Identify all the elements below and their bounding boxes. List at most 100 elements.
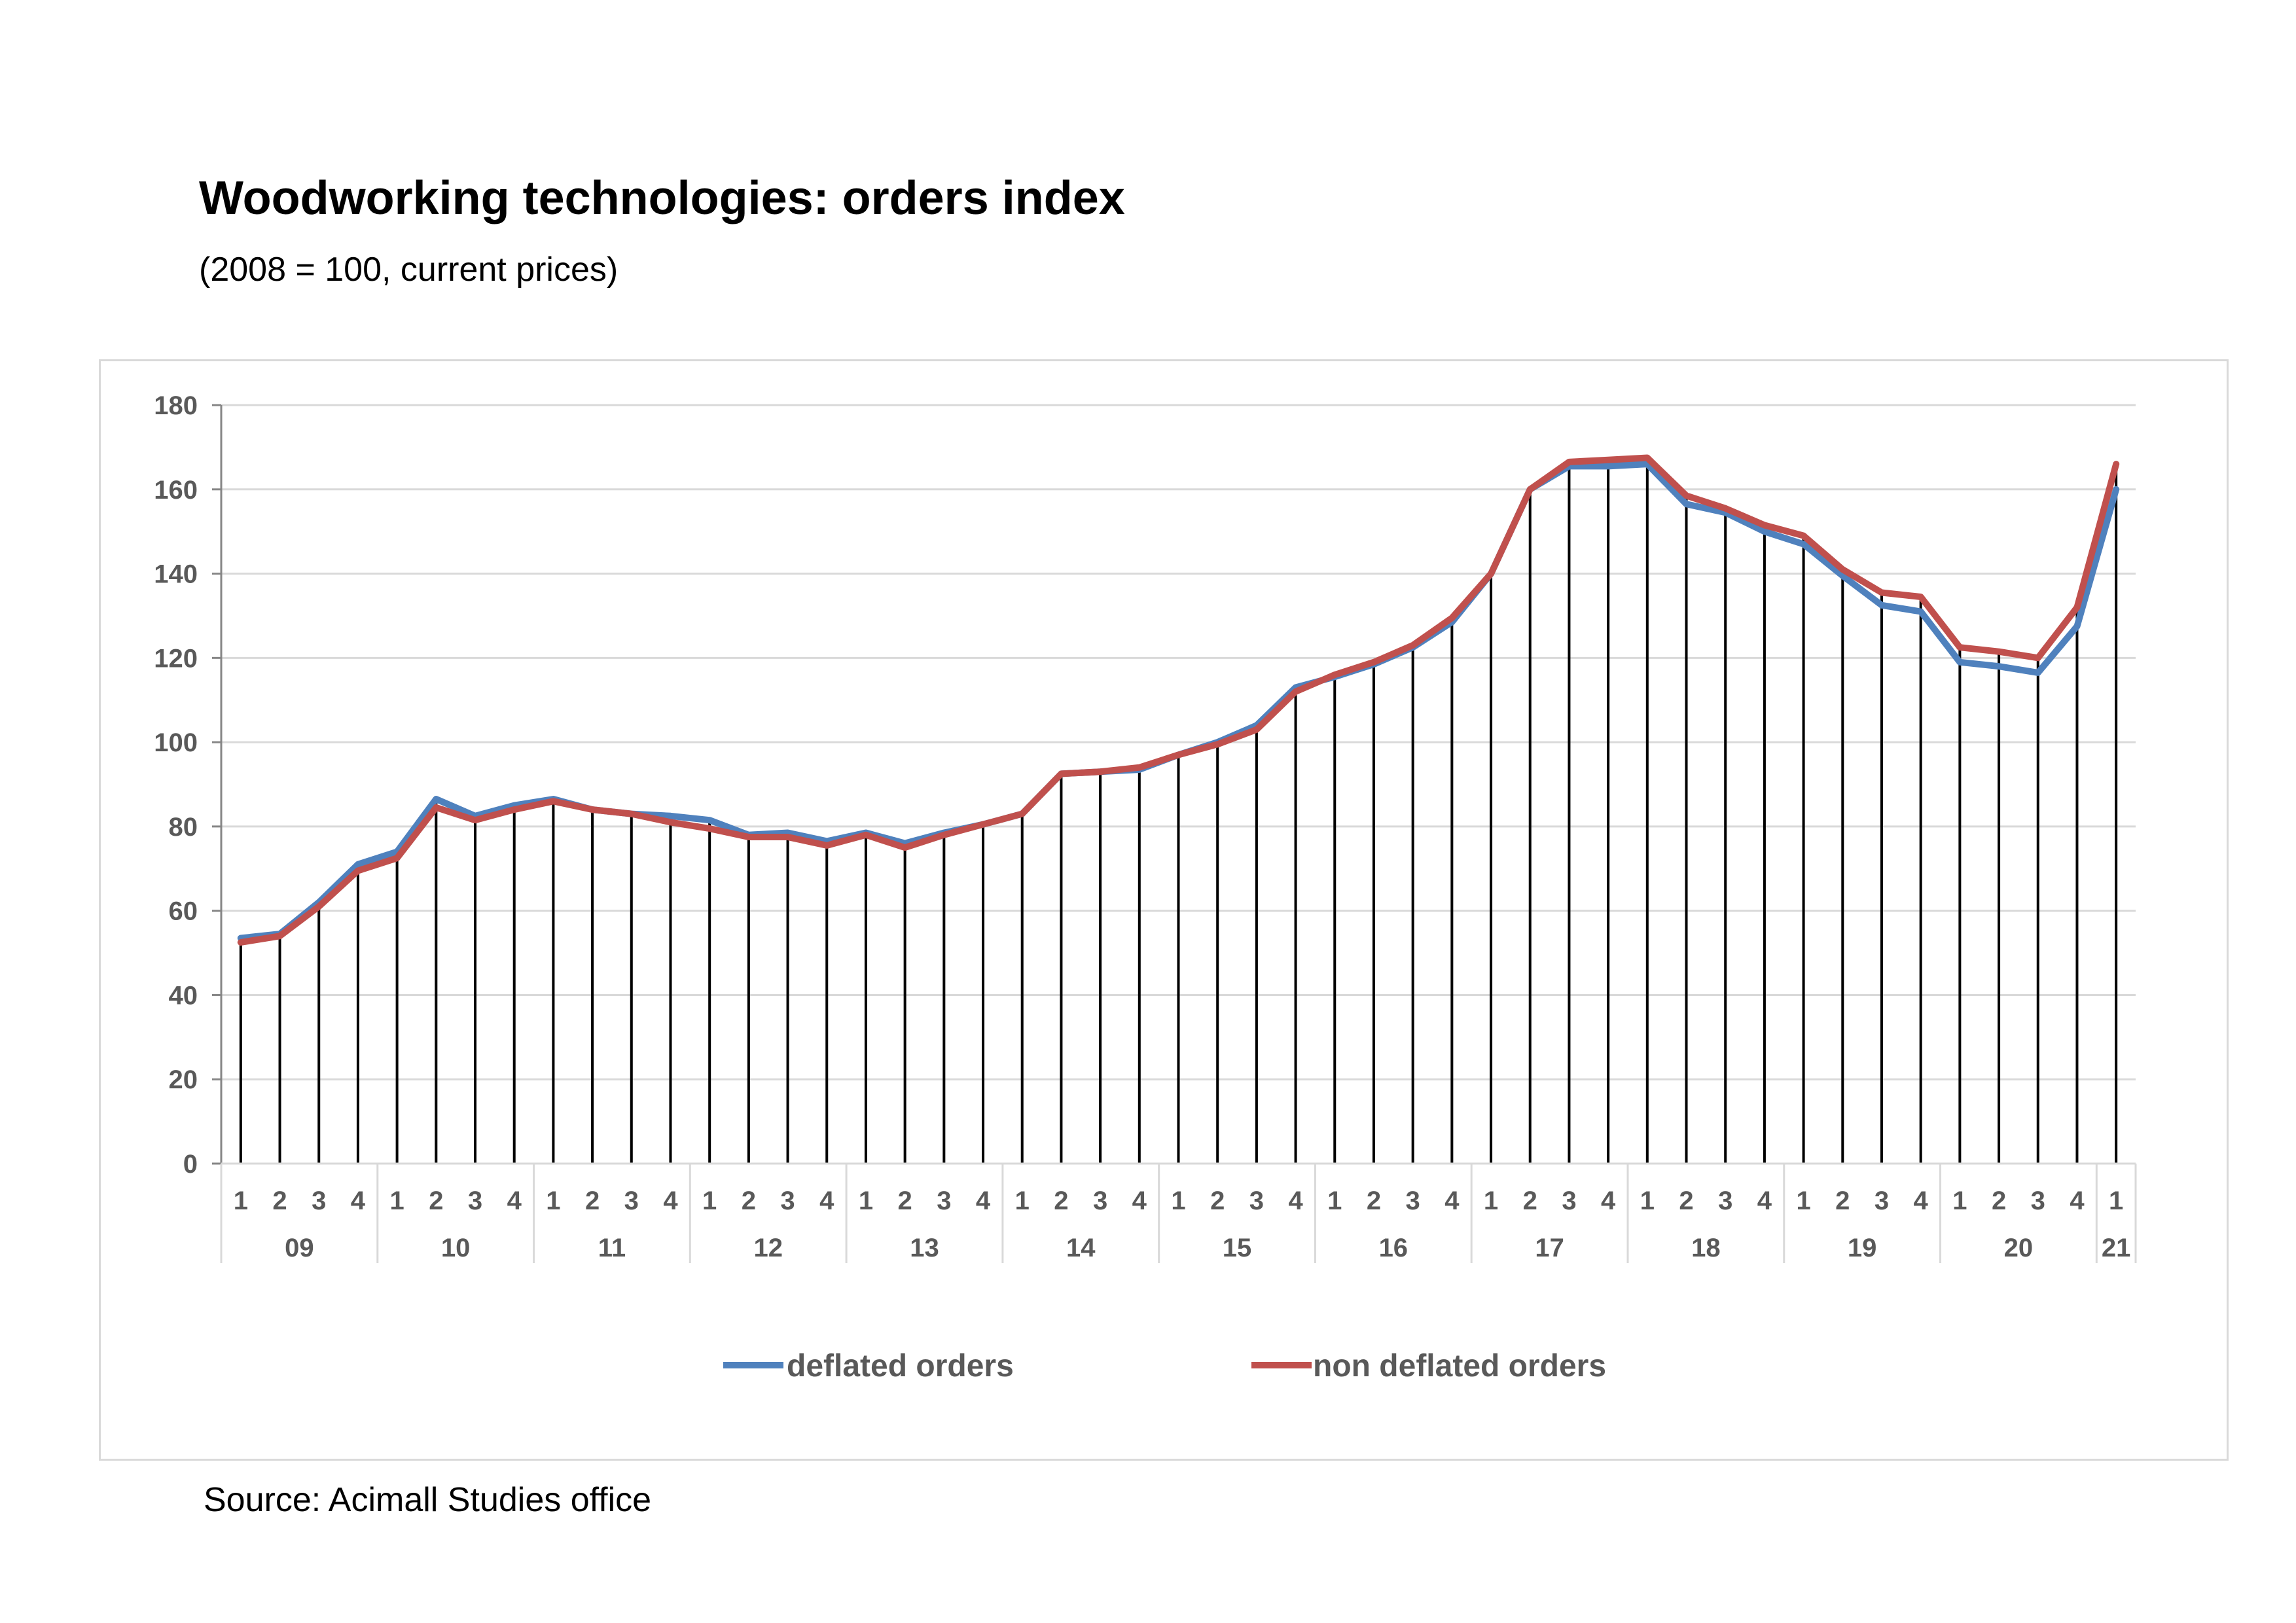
data-point (552, 800, 555, 803)
chart-subtitle: (2008 = 100, current prices) (199, 251, 619, 289)
x-tick-label-quarter: 4 (351, 1186, 366, 1215)
x-tick-label-quarter: 4 (663, 1186, 678, 1215)
data-point (1294, 690, 1297, 693)
x-tick-label-year: 20 (2004, 1234, 2034, 1262)
data-point (1099, 770, 1102, 774)
x-tick-label-quarter: 1 (1952, 1186, 1967, 1215)
x-tick-label-quarter: 4 (1288, 1186, 1303, 1215)
data-point (1998, 650, 2001, 653)
x-tick-label-quarter: 1 (1015, 1186, 1030, 1215)
data-point (239, 936, 242, 940)
x-tick-label-quarter: 3 (468, 1186, 482, 1215)
x-tick-label-quarter: 2 (1679, 1186, 1693, 1215)
x-tick-label-year: 09 (285, 1234, 314, 1262)
y-tick-label: 80 (169, 813, 198, 842)
x-tick-label-quarter: 4 (1132, 1186, 1147, 1215)
x-tick-label-quarter: 1 (1171, 1186, 1185, 1215)
data-point (474, 819, 477, 822)
data-point (1919, 595, 1922, 598)
data-point (1724, 507, 1727, 510)
x-tick-label-quarter: 4 (1601, 1186, 1616, 1215)
x-tick-label-quarter: 4 (2070, 1186, 2085, 1215)
data-point (1607, 465, 1610, 468)
y-tick-label: 40 (169, 981, 198, 1010)
x-tick-label-quarter: 3 (312, 1186, 326, 1215)
x-tick-label-quarter: 4 (819, 1186, 834, 1215)
x-tick-label-quarter: 2 (1054, 1186, 1068, 1215)
data-point (1958, 660, 1962, 664)
data-point (1802, 543, 1805, 546)
data-point (356, 869, 359, 872)
x-tick-label-quarter: 1 (1796, 1186, 1810, 1215)
data-point (1998, 665, 2001, 668)
data-point (1841, 568, 1844, 571)
x-tick-label-quarter: 1 (1484, 1186, 1498, 1215)
chart-title: Woodworking technologies: orders index (199, 172, 1125, 224)
y-tick-label: 180 (154, 391, 198, 420)
x-tick-label-quarter: 1 (1640, 1186, 1655, 1215)
x-tick-label-quarter: 3 (2031, 1186, 2045, 1215)
data-point (1685, 494, 1688, 497)
y-tick-label: 140 (154, 560, 198, 589)
data-point (708, 819, 711, 822)
data-point (2075, 625, 2079, 628)
data-point (1607, 458, 1610, 461)
y-tick-label: 120 (154, 644, 198, 673)
data-point (1528, 488, 1532, 491)
data-point (1958, 646, 1962, 649)
y-tick-label: 160 (154, 476, 198, 505)
data-point (1763, 524, 1766, 527)
source-note: Source: Acimall Studies office (204, 1481, 652, 1519)
x-tick-label-quarter: 2 (1367, 1186, 1381, 1215)
data-point (239, 940, 242, 944)
x-tick-label-quarter: 3 (937, 1186, 951, 1215)
x-tick-label-year: 13 (910, 1234, 939, 1262)
data-point (435, 806, 438, 809)
data-point (1919, 610, 1922, 613)
data-point (1020, 812, 1024, 815)
data-point (435, 798, 438, 801)
x-tick-label-quarter: 2 (1523, 1186, 1537, 1215)
x-tick-label-year: 11 (598, 1234, 626, 1262)
data-point (786, 835, 789, 838)
data-point (512, 808, 516, 812)
data-point (1060, 772, 1063, 776)
data-point (1450, 616, 1454, 620)
x-tick-label-quarter: 2 (898, 1186, 912, 1215)
data-point (1685, 503, 1688, 506)
x-tick-label-quarter: 3 (1718, 1186, 1732, 1215)
data-point (982, 823, 985, 826)
x-tick-label-quarter: 2 (585, 1186, 600, 1215)
x-tick-label-quarter: 2 (1992, 1186, 2006, 1215)
x-tick-label-quarter: 1 (389, 1186, 404, 1215)
legend-label-non-deflated: non deflated orders (1313, 1349, 1606, 1383)
data-point (1372, 660, 1375, 664)
data-point (1645, 456, 1649, 459)
x-tick-label-quarter: 1 (859, 1186, 873, 1215)
x-tick-label-year: 19 (1848, 1234, 1877, 1262)
data-point (1802, 534, 1805, 537)
x-tick-label-quarter: 3 (1249, 1186, 1264, 1215)
data-point (1880, 591, 1883, 594)
x-tick-label-year: 12 (753, 1234, 783, 1262)
x-tick-label-quarter: 3 (1874, 1186, 1889, 1215)
x-tick-label-year: 14 (1066, 1234, 1096, 1262)
data-point (1138, 766, 1141, 769)
x-tick-label-year: 10 (441, 1234, 471, 1262)
x-tick-label-year: 18 (1691, 1234, 1721, 1262)
x-tick-label-quarter: 4 (507, 1186, 522, 1215)
data-point (1841, 574, 1844, 577)
data-point (512, 804, 516, 807)
x-tick-label-year: 16 (1379, 1234, 1408, 1262)
x-tick-label-year: 17 (1535, 1234, 1564, 1262)
data-point (1763, 530, 1766, 533)
data-point (630, 812, 633, 815)
data-point (2115, 463, 2118, 466)
x-tick-label-quarter: 2 (1835, 1186, 1850, 1215)
data-point (669, 814, 672, 817)
data-point (395, 857, 399, 860)
data-point (2115, 488, 2118, 491)
data-point (1568, 460, 1571, 463)
data-point (747, 835, 750, 838)
chart-frame (99, 359, 2229, 1461)
